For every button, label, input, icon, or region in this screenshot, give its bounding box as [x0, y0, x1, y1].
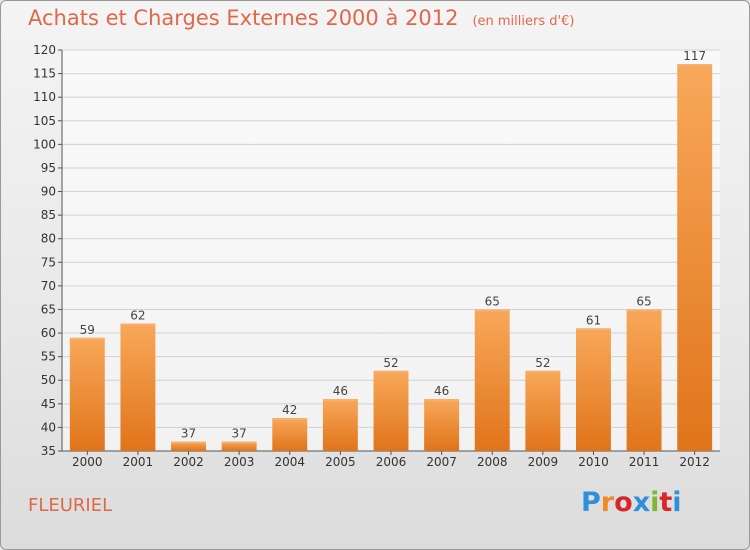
logo-letter: t [659, 487, 673, 518]
bar [322, 399, 358, 451]
y-tick-label: 35 [41, 444, 56, 458]
y-tick-label: 120 [33, 43, 56, 57]
x-tick-label: 2003 [224, 455, 255, 469]
bar-top [575, 328, 611, 331]
bar-top [677, 64, 713, 67]
y-tick-label: 105 [33, 114, 56, 128]
data-label: 46 [434, 384, 449, 398]
bar-top [272, 417, 308, 420]
data-label: 61 [586, 313, 601, 327]
x-tick-label: 2009 [528, 455, 559, 469]
y-tick-label: 65 [41, 302, 56, 316]
bar [373, 370, 409, 451]
logo-letter: i [672, 487, 682, 518]
bar-top [424, 399, 460, 402]
data-label: 52 [535, 356, 550, 370]
y-tick-label: 60 [41, 326, 56, 340]
logo-letter: r [600, 487, 615, 518]
chart-subtitle: (en milliers d'€) [472, 14, 575, 29]
data-label: 117 [683, 49, 706, 63]
proxiti-logo: Proxiti [581, 487, 682, 518]
x-tick-label: 2012 [679, 455, 710, 469]
bar [272, 417, 308, 451]
bar-top [171, 441, 207, 444]
y-tick-label: 70 [41, 279, 56, 293]
y-tick-label: 90 [41, 185, 56, 199]
logo-letter: x [632, 487, 651, 518]
place-name: FLEURIEL [28, 495, 113, 516]
x-tick-label: 2011 [629, 455, 660, 469]
y-tick-label: 45 [41, 397, 56, 411]
data-label: 46 [333, 384, 348, 398]
x-tick-label: 2001 [123, 455, 154, 469]
bar [474, 309, 510, 451]
bar [424, 399, 460, 451]
chart-title: Achats et Charges Externes 2000 à 2012 (e… [28, 6, 574, 30]
bar-top [373, 370, 409, 373]
logo-letter: i [650, 487, 660, 518]
bar-top [120, 323, 156, 326]
x-tick-label: 2005 [325, 455, 356, 469]
x-tick-label: 2010 [578, 455, 609, 469]
x-tick-label: 2008 [477, 455, 508, 469]
logo-letter: P [581, 487, 601, 518]
bar-top [525, 370, 561, 373]
bar [120, 323, 156, 451]
bar [677, 64, 713, 451]
y-tick-label: 55 [41, 350, 56, 364]
chart-title-text: Achats et Charges Externes 2000 à 2012 [28, 6, 459, 30]
bar-top [322, 399, 358, 402]
data-label: 62 [130, 309, 145, 323]
y-tick-label: 80 [41, 232, 56, 246]
bar-top [474, 309, 510, 312]
x-tick-label: 2007 [426, 455, 457, 469]
data-label: 37 [181, 427, 196, 441]
bar-top [221, 441, 257, 444]
y-tick-label: 40 [41, 420, 56, 434]
y-tick-label: 95 [41, 161, 56, 175]
y-tick-label: 50 [41, 373, 56, 387]
bar-top [69, 337, 105, 340]
logo-letter: o [614, 487, 633, 518]
data-label: 65 [636, 294, 651, 308]
x-tick-label: 2004 [274, 455, 305, 469]
bar [221, 441, 257, 451]
x-tick-label: 2002 [173, 455, 204, 469]
bar [525, 370, 561, 451]
y-tick-label: 110 [33, 90, 56, 104]
x-tick-label: 2006 [376, 455, 407, 469]
y-tick-label: 100 [33, 137, 56, 151]
data-label: 37 [232, 427, 247, 441]
bar [171, 441, 207, 451]
bar [626, 309, 662, 451]
y-tick-label: 75 [41, 255, 56, 269]
bar [575, 328, 611, 451]
bar-top [626, 309, 662, 312]
data-label: 65 [485, 294, 500, 308]
y-tick-label: 85 [41, 208, 56, 222]
x-tick-label: 2000 [72, 455, 103, 469]
data-label: 52 [383, 356, 398, 370]
bar [69, 337, 105, 451]
data-label: 59 [80, 323, 95, 337]
y-tick-label: 115 [33, 67, 56, 81]
data-label: 42 [282, 403, 297, 417]
